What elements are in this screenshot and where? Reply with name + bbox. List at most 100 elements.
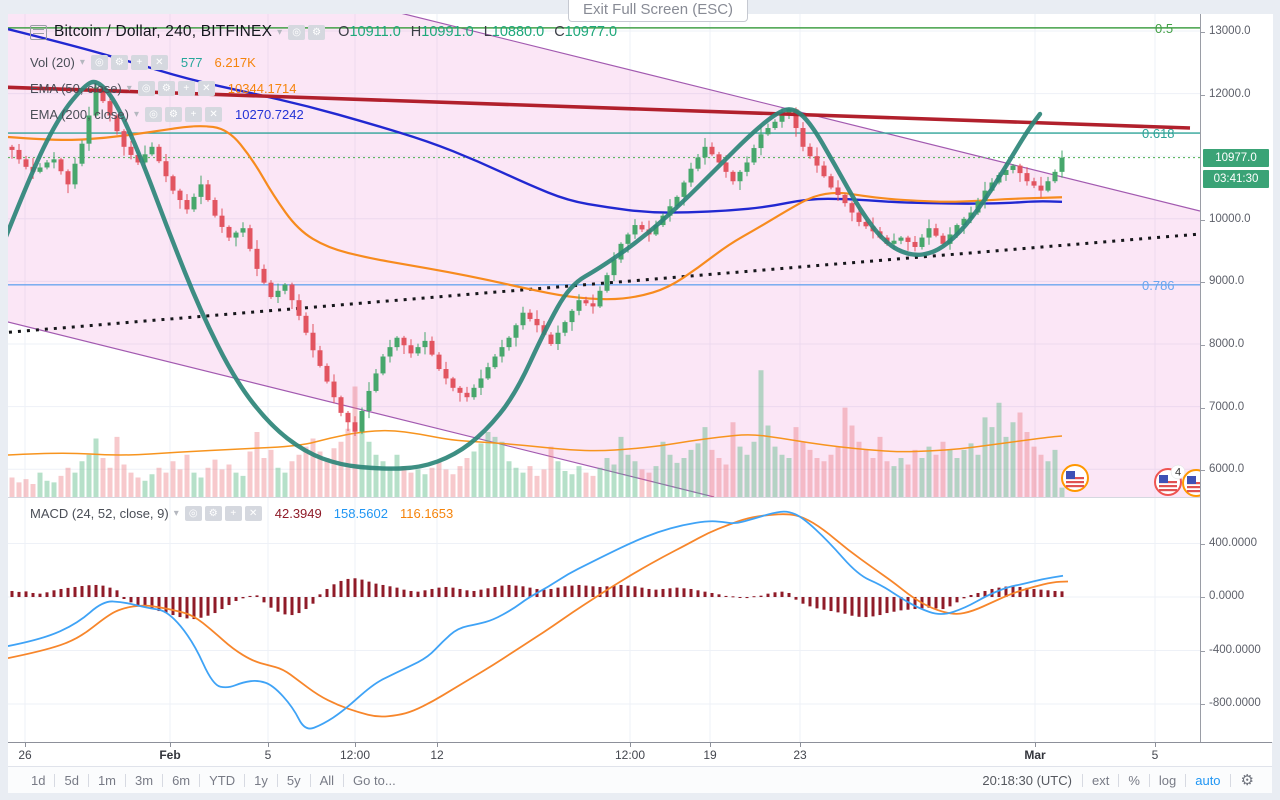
eye-icon[interactable]: ◎ [145,106,163,122]
indicator-row: Vol (20) ▾ ◎ ⚙ + ✕ 577 6.217K [30,52,617,72]
time-label[interactable]: 5 [1151,748,1159,762]
settings-gear-icon[interactable]: ⚙ [1240,772,1254,789]
ohlc-value: 10977.0 [564,24,618,40]
divider [1081,773,1083,787]
channel-lower-line[interactable] [8,320,715,497]
grid-layer [8,14,1200,497]
eye-icon[interactable]: ◎ [288,24,306,40]
price-chart-canvas[interactable]: 4 [8,14,1200,497]
time-label[interactable]: 12:00 [614,748,646,762]
gear-icon[interactable]: ⚙ [165,106,183,122]
macd-chart-canvas[interactable] [8,498,1200,743]
time-label[interactable]: 26 [18,748,32,762]
event-flag-icon[interactable] [1061,464,1089,492]
dotted-trendline[interactable] [8,232,1200,334]
ema200-line[interactable] [8,27,1063,214]
range-button-1m[interactable]: 1m [97,772,116,788]
divider [199,773,201,787]
range-button-1y[interactable]: 1y [254,772,268,788]
time-tick [170,743,171,747]
time-label[interactable]: 23 [793,748,807,762]
time-label[interactable]: 5 [264,748,272,762]
fib-label-0.618: 0.618 [1142,126,1175,142]
chevron-down-icon[interactable]: ▾ [79,56,85,68]
range-buttons: 1d 5d 1m 3m 6m YTD 1y 5y All Go to... [8,773,405,788]
range-button-3m[interactable]: 3m [135,772,154,788]
chevron-down-icon[interactable]: ▾ [126,82,132,94]
toolbar-ext-button[interactable]: ext [1091,772,1110,788]
ohlc-pair: L10880.0 [484,24,545,40]
pitchfork-channel-fill[interactable] [8,14,1200,497]
indicator-label[interactable]: EMA (200, close) [30,106,129,122]
ema50-line[interactable] [8,125,1063,301]
time-label[interactable]: Feb [159,748,181,762]
indicator-value: 116.1653 [399,505,454,521]
chevron-down-icon[interactable]: ▾ [173,507,179,519]
plus-icon[interactable]: + [224,505,242,521]
range-button-ytd[interactable]: YTD [209,772,236,788]
indicator-label[interactable]: Vol (20) [30,54,75,70]
toolbar-log-button[interactable]: log [1158,772,1177,788]
event-flag-icon[interactable] [1182,469,1200,497]
time-label[interactable]: 12:00 [339,748,371,762]
ohlc-value: 10880.0 [491,24,545,40]
divider [343,773,345,787]
close-icon[interactable]: ✕ [244,505,262,521]
time-tick [710,743,711,747]
event-flag-icon[interactable]: 4 [1154,464,1186,496]
range-button-5y[interactable]: 5y [286,772,301,788]
ohlc-letter: O [338,24,350,40]
range-button-6m[interactable]: 6m [172,772,191,788]
toolbar-percent-button[interactable]: % [1128,772,1140,788]
macd-signal-line [8,513,1069,718]
plus-icon[interactable]: + [177,80,195,96]
indicator-values: 42.3949 158.5602 116.1653 [275,506,454,521]
eye-icon[interactable]: ◎ [90,54,108,70]
divider [87,773,89,787]
ohlc-value: 10911.0 [349,24,401,40]
time-label[interactable]: 19 [703,748,717,762]
plus-icon[interactable]: + [130,54,148,70]
range-button-1d[interactable]: 1d [31,772,46,788]
indicator-label[interactable]: EMA (50, close) [30,80,122,96]
time-tick [630,743,631,747]
close-icon[interactable]: ✕ [205,106,223,122]
macd-pane[interactable] [8,497,1200,743]
plus-icon[interactable]: + [185,106,203,122]
time-tick [25,743,26,747]
time-label[interactable]: 12 [430,748,444,762]
chevron-down-icon[interactable]: ▾ [277,26,283,38]
price-axis[interactable]: 13000.0 12000.0 10000.0 9000.0 8000.0 7000.0 6… [1200,14,1273,742]
toolbar-auto-button[interactable]: auto [1195,772,1221,788]
close-icon[interactable]: ✕ [197,80,215,96]
svg-text:4: 4 [1175,467,1181,479]
cycle-wave-curve[interactable] [8,79,1043,471]
legend: Bitcoin / Dollar, 240, BITFINEX ▾ ◎ ⚙ O1… [30,20,617,130]
time-tick [355,743,356,747]
gear-icon[interactable]: ⚙ [308,24,326,40]
ohlc-letter: L [483,24,492,40]
chevron-down-icon[interactable]: ▾ [134,108,140,120]
macd-main-line [8,510,1064,730]
eye-icon[interactable]: ◎ [137,80,155,96]
fib-label-0.786: 0.786 [1142,277,1175,293]
range-button-all[interactable]: All [319,772,335,788]
time-label[interactable]: Mar [1024,748,1046,762]
range-button-5d[interactable]: 5d [64,772,79,788]
bottom-toolbar: 1d 5d 1m 3m 6m YTD 1y 5y All Go to... 20:18:30 (U… [8,766,1272,793]
exit-fullscreen-tooltip: Exit Full Screen (ESC) [568,0,749,22]
indicator-label[interactable]: MACD (24, 52, close, 9) [30,505,169,521]
gear-icon[interactable]: ⚙ [204,505,222,521]
goto-button[interactable]: Go to... [353,772,396,788]
close-icon[interactable]: ✕ [150,54,168,70]
gear-icon[interactable]: ⚙ [157,80,175,96]
ohlc-letter: C [554,24,565,40]
time-axis[interactable]: 26 Feb 5 12:00 12 12:00 19 23 Mar 5 [8,742,1272,767]
symbol-list-icon[interactable] [30,24,47,40]
indicator-row: EMA (200, close) ▾ ◎ ⚙ + ✕ 10270.7242 [30,104,617,124]
macd-histogram [10,578,1064,620]
gear-icon[interactable]: ⚙ [110,54,128,70]
eye-icon[interactable]: ◎ [184,505,202,521]
symbol-title[interactable]: Bitcoin / Dollar, 240, BITFINEX [54,23,273,40]
